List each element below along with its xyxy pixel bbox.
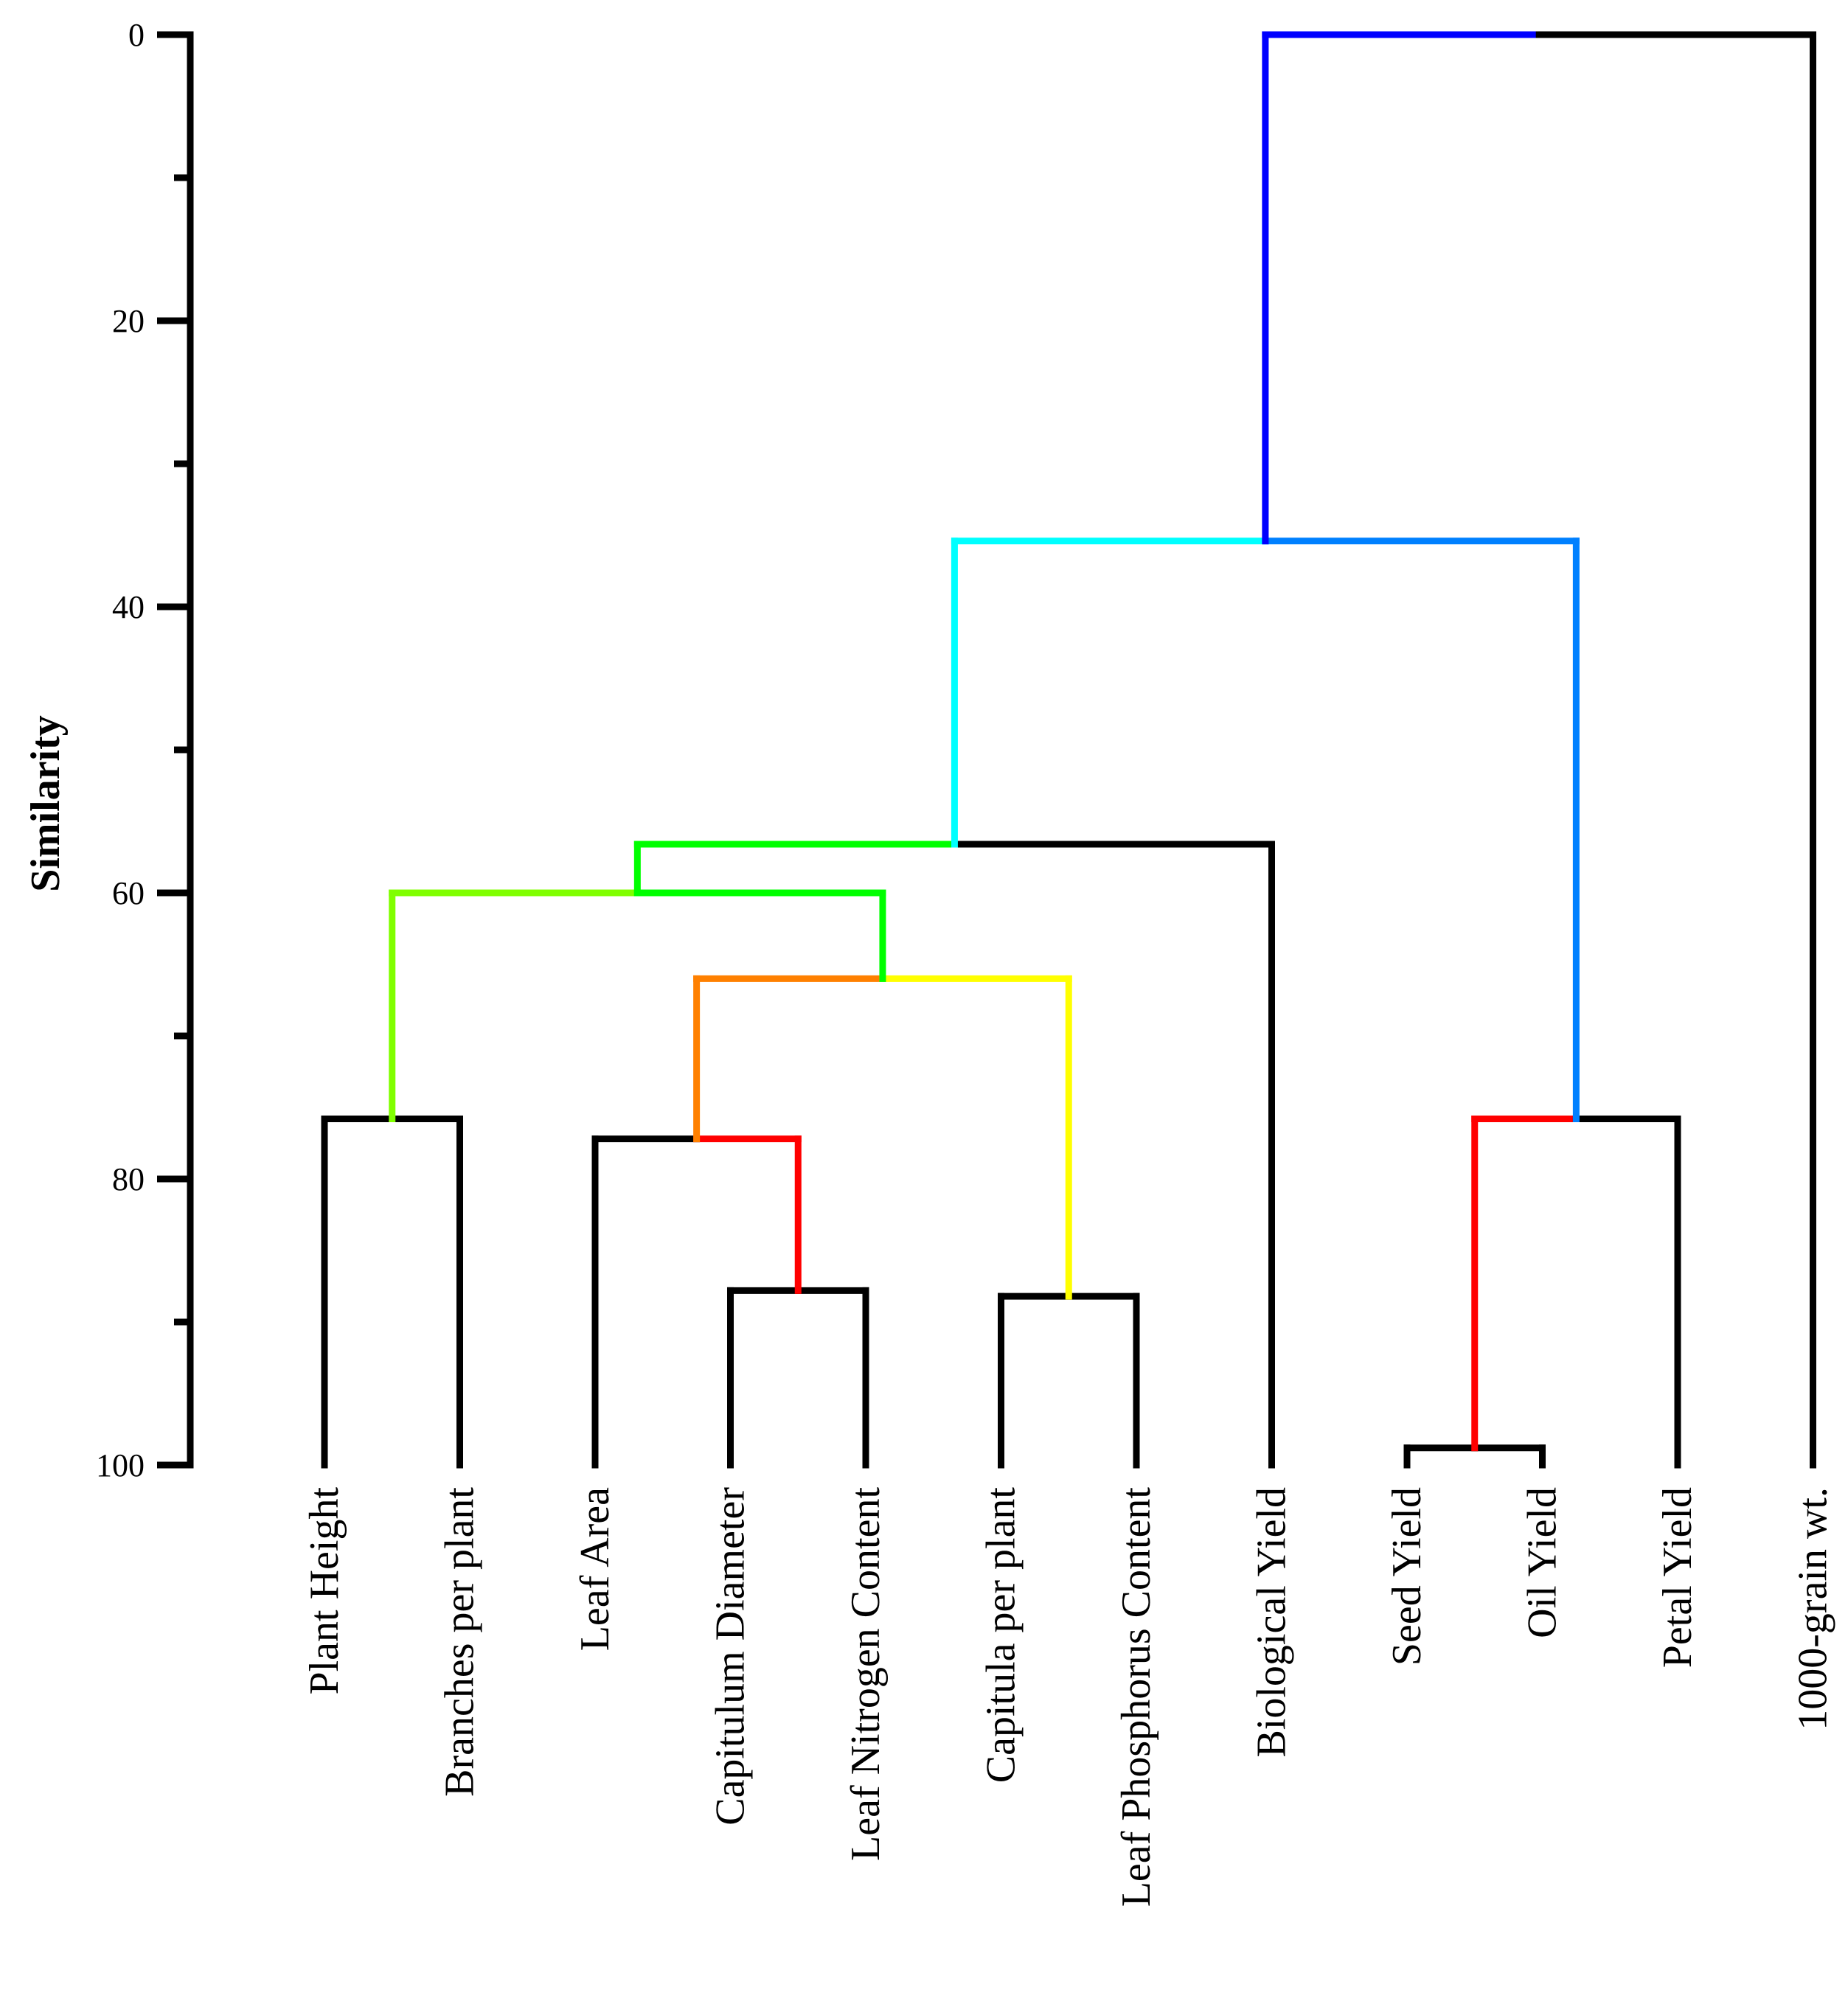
leaf-labels: Plant Height Branches per plant Leaf Area C… [302, 1487, 1836, 1907]
leaf-label-capitula-per-plant: Capitula per plant [979, 1487, 1024, 1784]
y-axis: 0 20 40 60 80 100 [96, 17, 194, 1483]
y-tick-label: 60 [112, 875, 145, 911]
y-tick-label: 0 [128, 17, 145, 53]
y-tick-label: 20 [112, 303, 145, 339]
leaf-label-leaf-nitrogen-content: Leaf Nitrogen Content [843, 1487, 889, 1861]
y-tick-label: 40 [112, 589, 145, 625]
leaf-label-capitulum-diameter: Capitulum Diameter [708, 1487, 754, 1826]
y-tick-label: 80 [112, 1161, 145, 1197]
leaf-label-plant-height: Plant Height [302, 1487, 347, 1695]
leaf-label-1000-grain-wt: 1000-grain wt. [1790, 1487, 1836, 1730]
leaf-label-leaf-area: Leaf Area [572, 1487, 618, 1651]
dendrogram-tree [321, 31, 1816, 1469]
y-tick-label: 100 [96, 1447, 145, 1483]
leaf-label-branches-per-plant: Branches per plant [437, 1487, 483, 1797]
leaf-label-petal-yield: Petal Yield [1655, 1487, 1701, 1668]
leaf-label-seed-yield: Seed Yield [1384, 1487, 1430, 1666]
leaf-label-leaf-phosphorus-content: Leaf Phosphorus Content [1114, 1487, 1159, 1907]
leaf-label-oil-yield: Oil Yield [1520, 1487, 1566, 1638]
leaf-label-biological-yield: Biological Yield [1249, 1487, 1295, 1758]
y-axis-title: Similarity [23, 715, 69, 892]
